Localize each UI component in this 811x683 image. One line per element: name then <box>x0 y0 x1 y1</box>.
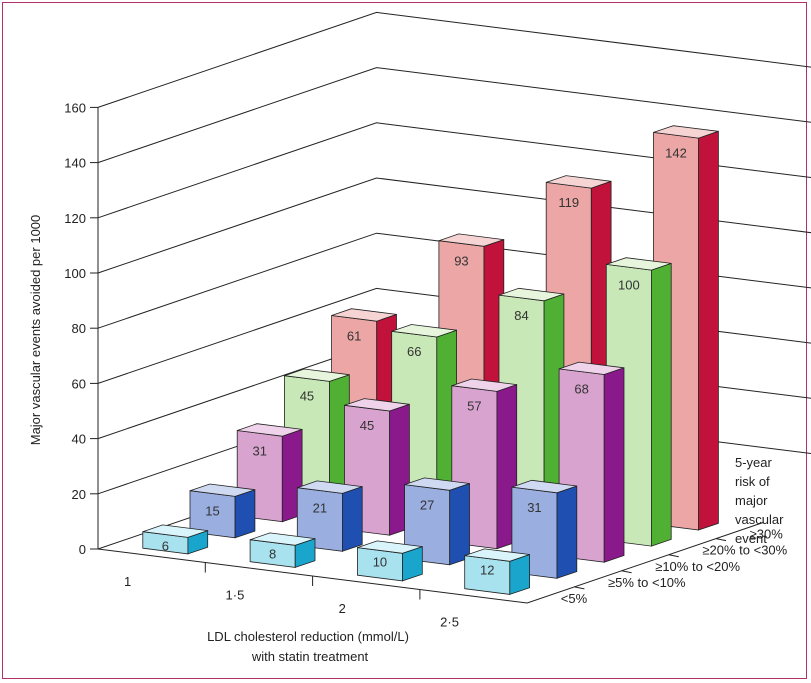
grid-layer: 0 20 40 60 80 100 120 140 160 1 1·5 2 2·5 <5% ≥5% to <… <box>64 11 811 629</box>
bar: 12 <box>464 548 530 595</box>
gridline-y <box>97 67 811 164</box>
z-tick-mark <box>715 538 727 542</box>
bar-value-label: 66 <box>407 344 421 359</box>
bar-top <box>498 287 565 302</box>
y-tick-label: 80 <box>72 321 86 336</box>
z-axis-title-line2: risk of <box>735 474 770 489</box>
y-tick-label: 0 <box>79 542 86 557</box>
bar-top <box>344 398 410 412</box>
bar-top <box>546 175 612 189</box>
bar-top <box>464 548 530 562</box>
gridline-y <box>97 122 811 219</box>
bar-top <box>558 361 625 375</box>
z-tick-label: <5% <box>561 591 588 606</box>
y-tick-label: 140 <box>64 156 86 171</box>
x-tick-label: 1 <box>124 574 131 589</box>
bar-value-label: 100 <box>618 277 640 292</box>
x-tick-label: 1·5 <box>226 587 245 602</box>
z-axis-title-line4: vascular <box>735 512 784 527</box>
bar-top <box>249 532 316 546</box>
y-tick-label: 60 <box>72 376 86 391</box>
bar-value-label: 142 <box>665 145 687 160</box>
z-axis-title-line1: 5-year <box>735 455 773 470</box>
bar-top <box>142 524 208 538</box>
bar-top <box>438 233 504 247</box>
bar-top <box>189 483 256 497</box>
bar-value-label: 6 <box>162 539 169 554</box>
bar-value-label: 31 <box>527 500 541 515</box>
bar-value-label: 119 <box>558 195 579 210</box>
bar-top <box>404 477 470 491</box>
y-tick-label: 100 <box>64 266 86 281</box>
bar-top <box>391 324 457 338</box>
bar-side <box>449 482 470 566</box>
bar-value-label: 21 <box>313 501 327 516</box>
bar: 27 <box>404 477 470 566</box>
gridline-y <box>97 11 811 108</box>
bar-side <box>556 485 578 579</box>
labels-layer: Major vascular events avoided per 1000 L… <box>28 215 784 664</box>
x-axis-title-line2: with statin treatment <box>251 649 369 664</box>
z-tick-mark <box>574 586 585 590</box>
y-tick-label: 120 <box>64 211 86 226</box>
z-tick-mark <box>621 570 632 574</box>
x-axis-title-line1: LDL cholesterol reduction (mmol/L) <box>207 629 409 644</box>
bar: 8 <box>249 532 316 568</box>
z-axis-title-line3: major <box>735 493 768 508</box>
bar-top <box>606 257 672 271</box>
gridline-y <box>97 177 811 274</box>
gridline-y <box>97 287 811 384</box>
bar-side <box>603 367 625 563</box>
bar-top <box>451 378 517 392</box>
z-tick-label: ≥10% to <20% <box>655 559 740 574</box>
bar-top <box>237 423 303 437</box>
bar-value-label: 45 <box>300 389 314 404</box>
bar: 6 <box>142 524 209 555</box>
bar-top <box>653 125 719 139</box>
bar-value-label: 84 <box>514 308 528 323</box>
bar-value-label: 27 <box>420 497 434 512</box>
bar-value-label: 31 <box>253 443 267 458</box>
bar: 21 <box>296 480 363 552</box>
bar-value-label: 93 <box>454 254 468 269</box>
bar-side <box>698 130 719 531</box>
bar-top <box>357 540 423 554</box>
y-tick-label: 20 <box>72 487 86 502</box>
bar-value-label: 12 <box>480 562 494 577</box>
z-axis-title-line5: event <box>735 531 767 546</box>
z-tick-label: ≥5% to <10% <box>608 575 686 590</box>
x-tick-label: 2 <box>339 601 346 616</box>
y-tick-label: 160 <box>64 100 86 115</box>
bar: 15 <box>189 483 256 539</box>
bar-top <box>511 479 577 494</box>
bar-side <box>234 489 256 539</box>
z-tick-mark <box>668 554 679 558</box>
gridline-y <box>97 232 811 329</box>
y-tick-label: 40 <box>72 432 86 447</box>
bar-value-label: 15 <box>205 504 219 519</box>
bar-side <box>341 486 363 552</box>
bar-value-label: 8 <box>269 547 276 562</box>
bar-top <box>297 480 363 494</box>
bar-top <box>284 368 350 382</box>
bar-value-label: 45 <box>360 418 374 433</box>
bar-side <box>651 262 672 547</box>
bar-value-label: 10 <box>373 554 387 569</box>
z-tick-label: ≥30% <box>750 527 784 542</box>
bar-top <box>331 308 397 322</box>
bar-value-label: 61 <box>347 328 361 343</box>
bar-value-label: 68 <box>574 382 588 397</box>
z-tick-label: ≥20% to <30% <box>702 543 787 558</box>
x-tick-label: 2·5 <box>440 614 459 629</box>
bar-value-label: 57 <box>467 399 481 414</box>
bar: 10 <box>356 540 423 582</box>
y-axis-title: Major vascular events avoided per 1000 <box>28 215 43 446</box>
